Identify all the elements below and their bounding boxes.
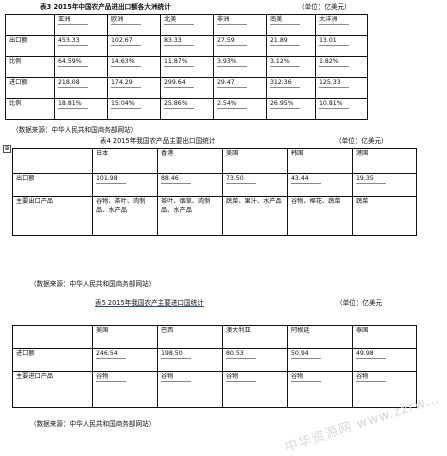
table3-header: 亚洲 — [54, 14, 108, 36]
table-cell: 73.50 — [222, 173, 288, 197]
table-cell: 198.50 — [157, 348, 223, 372]
table5-header: 美国 — [92, 325, 158, 349]
table-cell: 谷物 — [92, 371, 158, 408]
table4-header: 日本 — [92, 148, 158, 174]
table5-header: 澳大利亚 — [222, 325, 288, 349]
table4-unit: （单位：亿美元） — [335, 137, 388, 145]
row-label: 进口额 — [12, 348, 93, 372]
table3-header: 大洋洲 — [315, 14, 368, 36]
row-label: 主要进口产品 — [12, 371, 93, 408]
table4: 日本 香港 美国 韩国 港国 出口额 101.98 88.46 73.50 43… — [12, 148, 417, 236]
table4-caption: 表4 2015年我国农产品主要出口国统计 — [100, 137, 216, 145]
table-cell: 246.54 — [92, 348, 158, 372]
table5: 美国 巴西 澳大利亚 阿根廷 泰国 进口额 246.54 198.50 80.5… — [12, 325, 417, 408]
row-label: 出口额 — [12, 173, 93, 197]
table-cell: 3.93% — [213, 56, 267, 78]
table-row: 进口额 218.08 174.29 299.64 29.47 312.36 12… — [5, 77, 368, 99]
table-row: 主要出口产品 谷物、茶叶、肉制品、水产品 茶叶、烟草、肉制品、水产品 蔬菜、果汁… — [12, 196, 417, 236]
table4-corner — [12, 148, 93, 174]
table-cell: 谷物、棉花、蔬菜 — [287, 196, 353, 236]
table-move-handle-icon[interactable]: ⊕ — [3, 145, 11, 153]
table-cell: 21.89 — [266, 35, 316, 57]
table-cell: 101.98 — [92, 173, 158, 197]
table-cell: 50.94 — [287, 348, 353, 372]
table-cell: 谷物 — [287, 371, 353, 408]
table-cell: 14.63% — [107, 56, 161, 78]
table-cell: 29.47 — [213, 77, 267, 99]
table5-caption: 表5 2015年我国农产主要进口国统计 — [95, 299, 204, 307]
table5-unit: （单位：亿美元 — [336, 299, 383, 307]
table3-caption: 表3 2015年中国农产品进出口额各大洲统计 — [40, 3, 171, 11]
table5-header: 阿根廷 — [287, 325, 353, 349]
table-row: 比例 18.81% 15.04% 25.86% 2.54% 26.95% 10.… — [5, 98, 368, 120]
table-row: 出口额 453.33 102.67 83.33 27.59 21.89 13.0… — [5, 35, 368, 57]
table-row: 主要进口产品 谷物 谷物 谷物 谷物 谷物 — [12, 371, 417, 408]
table-row: 出口额 101.98 88.46 73.50 43.44 19.35 — [12, 173, 417, 197]
table-cell: 谷物 — [157, 371, 223, 408]
table-cell: 谷物 — [352, 371, 417, 408]
table-cell: 2.54% — [213, 98, 267, 120]
table-cell: 19.35 — [352, 173, 417, 197]
table4-header: 港国 — [352, 148, 417, 174]
table-cell: 27.59 — [213, 35, 267, 57]
table4-header: 韩国 — [287, 148, 353, 174]
table-cell: 10.81% — [315, 98, 368, 120]
table3-header: 北美 — [160, 14, 214, 36]
table-cell: 125.33 — [315, 77, 368, 99]
row-label: 比例 — [5, 56, 55, 78]
row-label: 比例 — [5, 98, 55, 120]
table-cell: 299.64 — [160, 77, 214, 99]
table-cell: 80.53 — [222, 348, 288, 372]
table-cell: 218.08 — [54, 77, 108, 99]
table-cell: 49.98 — [352, 348, 417, 372]
table5-source: （数据来源：中华人民共和国商务部网站） — [30, 420, 156, 428]
table-cell: 茶叶、烟草、肉制品、水产品 — [157, 196, 223, 236]
table4-header: 香港 — [157, 148, 223, 174]
table-row: 进口额 246.54 198.50 80.53 50.94 49.98 — [12, 348, 417, 372]
table-cell: 蔬菜 — [352, 196, 417, 236]
table-cell: 25.86% — [160, 98, 214, 120]
table-cell: 谷物 — [222, 371, 288, 408]
table-cell: 312.36 — [266, 77, 316, 99]
table3-source: （数据来源：中华人民共和国商务部网站） — [12, 126, 138, 134]
table-cell: 谷物、茶叶、肉制品、水产品 — [92, 196, 158, 236]
table-cell: 453.33 — [54, 35, 108, 57]
table-cell: 64.59% — [54, 56, 108, 78]
table3: 亚洲 欧洲 北美 非洲 南美 大洋洲 出口额 453.33 102.67 83.… — [5, 14, 368, 120]
table4-header: 美国 — [222, 148, 288, 174]
table-cell: 43.44 — [287, 173, 353, 197]
table-cell: 26.95% — [266, 98, 316, 120]
row-label: 主要出口产品 — [12, 196, 93, 236]
table-row: 比例 64.59% 14.63% 11.87% 3.93% 3.12% 1.82… — [5, 56, 368, 78]
table4-source: （数据来源：中华人民共和国商务部网站） — [30, 280, 156, 288]
table-cell: 102.67 — [107, 35, 161, 57]
table3-unit: （单位：亿美元） — [298, 3, 351, 11]
table-cell: 3.12% — [266, 56, 316, 78]
table-cell: 1.82% — [315, 56, 368, 78]
table3-header: 非洲 — [213, 14, 267, 36]
table-cell: 174.29 — [107, 77, 161, 99]
table-cell: 蔬菜、果汁、水产品 — [222, 196, 288, 236]
table-cell: 88.46 — [157, 173, 223, 197]
table-cell: 13.01 — [315, 35, 368, 57]
row-label: 出口额 — [5, 35, 55, 57]
table3-header: 欧洲 — [107, 14, 161, 36]
table3-header: 南美 — [266, 14, 316, 36]
table-cell: 83.33 — [160, 35, 214, 57]
row-label: 进口额 — [5, 77, 55, 99]
table-cell: 15.04% — [107, 98, 161, 120]
table5-header: 巴西 — [157, 325, 223, 349]
table3-corner — [5, 14, 55, 36]
table-cell: 18.81% — [54, 98, 108, 120]
table5-header: 泰国 — [352, 325, 417, 349]
table-cell: 11.87% — [160, 56, 214, 78]
table5-corner — [12, 325, 93, 349]
